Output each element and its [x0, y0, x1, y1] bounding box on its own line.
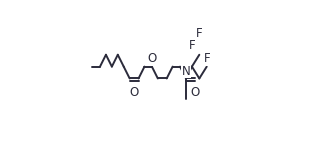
Text: F: F	[188, 39, 195, 52]
Text: F: F	[204, 52, 211, 65]
Text: O: O	[130, 86, 139, 99]
Text: N: N	[182, 65, 190, 78]
Text: O: O	[191, 86, 200, 99]
Text: F: F	[196, 27, 203, 40]
Text: O: O	[147, 52, 156, 65]
